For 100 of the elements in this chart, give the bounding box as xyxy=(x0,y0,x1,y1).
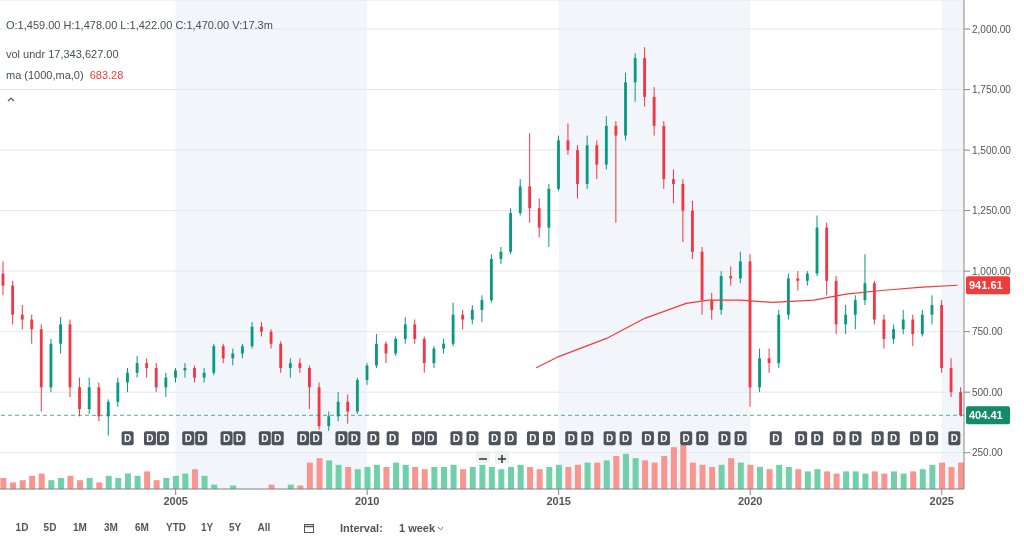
candlestick xyxy=(461,309,465,330)
bar xyxy=(163,478,170,489)
bar xyxy=(939,462,946,489)
bar xyxy=(441,467,447,489)
candlestick xyxy=(375,333,378,369)
annotation: D xyxy=(468,433,477,445)
bar xyxy=(651,462,658,489)
text: 3M xyxy=(104,521,118,535)
annotation: D xyxy=(772,433,780,445)
annotation: vol undr 17,343,627.00 xyxy=(6,47,119,61)
candlestick xyxy=(106,398,110,437)
candlestick xyxy=(911,314,915,347)
bar xyxy=(536,469,543,489)
annotation: D xyxy=(197,433,205,445)
annotation: D xyxy=(350,433,358,445)
annotation: O:1,459.00 H:1,478.00 L:1,422.00 C:1,470.00 V:17.3m xyxy=(6,18,273,32)
bar xyxy=(565,467,572,489)
y-tick-label: 1,250.00 xyxy=(972,205,1012,217)
candlestick xyxy=(221,343,225,364)
bar xyxy=(373,464,380,489)
candlestick xyxy=(135,355,139,379)
bar xyxy=(871,471,878,489)
annotation: D xyxy=(813,433,821,445)
bar xyxy=(10,482,17,489)
annotation: D xyxy=(529,433,537,445)
bar xyxy=(613,456,620,489)
bar xyxy=(421,469,428,489)
annotation: D xyxy=(928,433,936,445)
bar xyxy=(766,469,773,489)
candlestick xyxy=(959,386,963,417)
annotation: D xyxy=(545,433,553,445)
candlestick xyxy=(298,357,302,374)
annotation: D xyxy=(698,433,706,445)
bar xyxy=(86,478,93,489)
annotation: D xyxy=(312,433,320,445)
candlestick xyxy=(394,335,398,357)
text: 5D xyxy=(43,521,57,535)
bar xyxy=(134,475,141,489)
candlestick xyxy=(470,304,474,325)
candlestick xyxy=(202,367,206,383)
candlestick xyxy=(614,120,618,224)
y-tick-label: 2,000.00 xyxy=(972,23,1012,35)
candlestick xyxy=(738,251,742,284)
annotation: D xyxy=(912,433,920,445)
bar xyxy=(689,462,696,489)
bar xyxy=(718,464,725,489)
bar xyxy=(776,464,783,489)
candlestick xyxy=(767,348,771,374)
candlestick xyxy=(126,367,129,393)
annotation: D xyxy=(874,433,882,445)
candlestick xyxy=(78,377,81,417)
bar xyxy=(680,445,687,489)
bar xyxy=(0,478,7,489)
bar xyxy=(469,467,476,489)
candlestick xyxy=(413,319,417,345)
bar xyxy=(201,475,208,489)
candlestick xyxy=(796,270,800,291)
bar xyxy=(508,467,515,489)
candlestick xyxy=(853,294,857,330)
bar xyxy=(824,471,831,489)
annotation: D xyxy=(797,433,805,445)
annotation: D xyxy=(660,433,668,445)
annotation: D xyxy=(235,433,244,445)
y-tick-label: 500.00 xyxy=(972,386,1004,398)
bar xyxy=(144,471,151,489)
bar xyxy=(335,464,342,489)
candlestick xyxy=(672,168,675,204)
bar xyxy=(383,467,390,489)
bar xyxy=(182,473,189,489)
text: 6M xyxy=(135,521,149,535)
annotation: D xyxy=(890,433,898,445)
candlestick xyxy=(892,323,895,345)
annotation: D xyxy=(507,433,515,445)
annotation: D xyxy=(736,433,745,445)
text: 1M xyxy=(73,521,87,535)
annotation: ma (1000,ma,0) xyxy=(6,69,84,81)
bar xyxy=(546,467,553,489)
candlestick xyxy=(432,345,436,369)
bar xyxy=(910,471,917,489)
bar xyxy=(527,467,534,489)
bar xyxy=(412,467,419,489)
annotation: D xyxy=(452,433,461,445)
text: 1 week xyxy=(399,521,436,535)
candlestick xyxy=(537,198,541,238)
bar xyxy=(709,467,716,489)
candlestick xyxy=(308,365,311,410)
bar xyxy=(450,464,457,489)
bar xyxy=(728,458,735,489)
candlestick xyxy=(327,411,331,432)
annotation: D xyxy=(491,433,499,445)
candlestick xyxy=(59,316,62,354)
bar xyxy=(833,473,840,489)
annotation: D xyxy=(184,433,192,445)
bar xyxy=(574,464,581,489)
bar xyxy=(364,467,371,489)
bar xyxy=(929,464,936,489)
bar xyxy=(785,467,792,489)
annotation: D xyxy=(369,433,377,445)
bar xyxy=(670,447,677,489)
bar xyxy=(76,480,83,489)
